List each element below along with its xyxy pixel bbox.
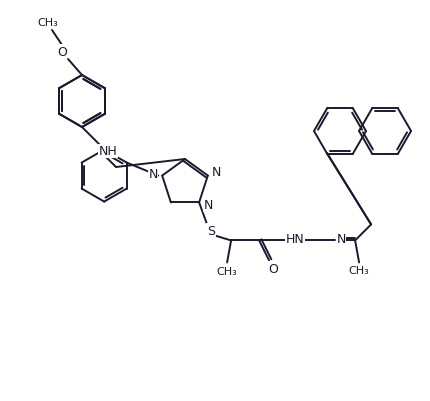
Text: CH₃: CH₃ bbox=[349, 266, 369, 276]
Text: CH₃: CH₃ bbox=[217, 267, 237, 277]
Text: N: N bbox=[148, 168, 158, 180]
Text: N: N bbox=[203, 198, 213, 211]
Text: N: N bbox=[212, 166, 221, 178]
Text: O: O bbox=[268, 262, 278, 275]
Text: CH₃: CH₃ bbox=[38, 18, 58, 28]
Text: NH: NH bbox=[98, 145, 117, 158]
Text: N: N bbox=[336, 232, 346, 245]
Text: S: S bbox=[207, 224, 215, 237]
Text: HN: HN bbox=[286, 232, 304, 245]
Text: O: O bbox=[57, 45, 67, 59]
